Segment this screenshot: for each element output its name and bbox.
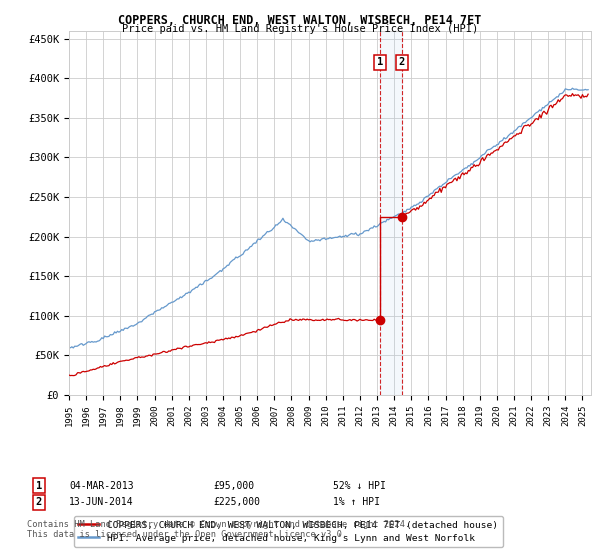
- Text: 1% ↑ HPI: 1% ↑ HPI: [333, 497, 380, 507]
- Text: 2: 2: [36, 497, 42, 507]
- Text: 13-JUN-2014: 13-JUN-2014: [69, 497, 134, 507]
- Text: 52% ↓ HPI: 52% ↓ HPI: [333, 480, 386, 491]
- Text: Price paid vs. HM Land Registry's House Price Index (HPI): Price paid vs. HM Land Registry's House …: [122, 24, 478, 34]
- Text: 1: 1: [377, 58, 383, 67]
- Text: £95,000: £95,000: [213, 480, 254, 491]
- Text: COPPERS, CHURCH END, WEST WALTON, WISBECH, PE14 7ET: COPPERS, CHURCH END, WEST WALTON, WISBEC…: [118, 14, 482, 27]
- Text: £225,000: £225,000: [213, 497, 260, 507]
- Text: 1: 1: [36, 480, 42, 491]
- Text: Contains HM Land Registry data © Crown copyright and database right 2024.
This d: Contains HM Land Registry data © Crown c…: [27, 520, 410, 539]
- Legend: COPPERS, CHURCH END, WEST WALTON, WISBECH, PE14 7ET (detached house), HPI: Avera: COPPERS, CHURCH END, WEST WALTON, WISBEC…: [74, 516, 503, 547]
- Text: 2: 2: [399, 58, 405, 67]
- Bar: [380, 31, 402, 395]
- Text: 04-MAR-2013: 04-MAR-2013: [69, 480, 134, 491]
